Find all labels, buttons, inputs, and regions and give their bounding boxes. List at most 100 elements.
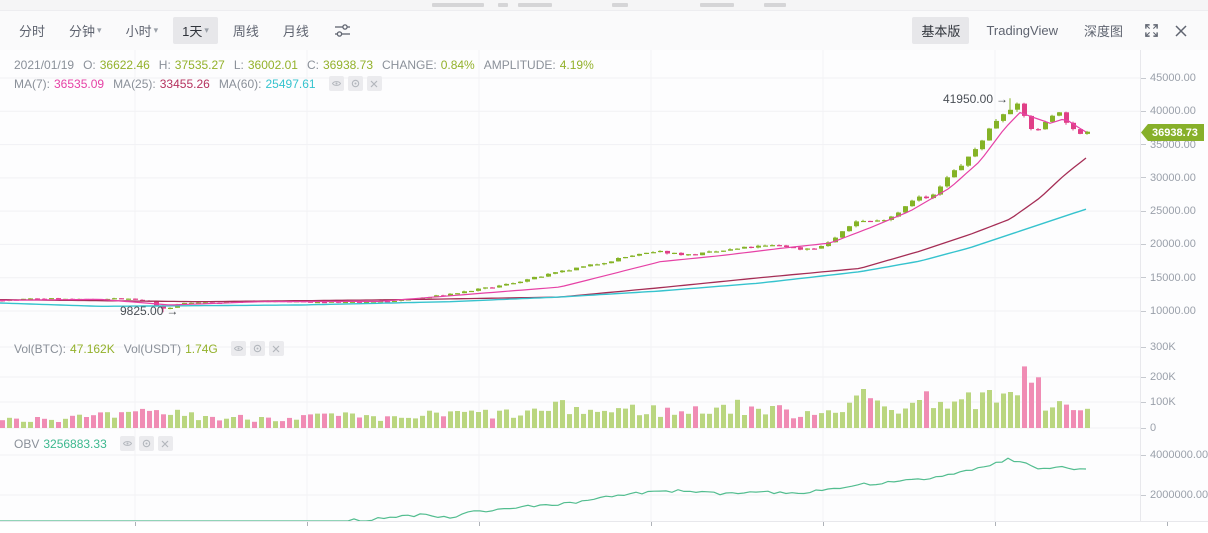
ma60-label: MA(60): — [218, 76, 262, 91]
interval-label: 1天 — [182, 24, 203, 39]
eye-icon — [331, 81, 341, 86]
close-icon — [370, 80, 378, 87]
interval-label: 分时 — [19, 24, 46, 39]
close-value: 36938.73 — [322, 58, 373, 72]
view-tab-depth[interactable]: 深度图 — [1075, 17, 1132, 44]
vol-btc-value: 47.162K — [70, 341, 115, 356]
interval-tab-hours[interactable]: 小时 ▾ — [117, 17, 168, 44]
close-icon — [1175, 24, 1187, 37]
obv-axis-label: 4000000.00 — [1141, 449, 1208, 461]
eye-icon — [122, 441, 132, 446]
clipped-header-text — [518, 3, 552, 7]
obv-legend: OBV 3256883.33 — [14, 436, 173, 451]
obv-remove-button[interactable] — [157, 436, 173, 451]
ma-indicator-controls — [328, 76, 382, 91]
price-axis-label: 10000.00 — [1141, 305, 1196, 317]
chevron-down-icon: ▾ — [153, 25, 159, 35]
arrow-right-icon: → — [166, 304, 179, 318]
ma7-value: 36535.09 — [54, 76, 105, 91]
ma25-value: 33455.26 — [159, 76, 210, 91]
ma-visibility-button[interactable] — [328, 76, 344, 91]
price-axis: 45000.00 40000.00 35000.00 30000.00 25000.00… — [1140, 50, 1208, 522]
volume-axis-label: 0 — [1141, 422, 1156, 434]
low-price-annotation: 9825.00 → — [120, 304, 178, 318]
interval-tab-month[interactable]: 月线 — [274, 17, 318, 44]
ma-settings-button[interactable] — [347, 76, 363, 91]
time-axis-tick — [479, 522, 480, 526]
interval-tab-1day[interactable]: 1天 ▾ — [173, 17, 218, 44]
ma-legend: MA(7): 36535.09 MA(25): 33455.26 MA(60): 25… — [14, 76, 382, 91]
view-label: 基本版 — [921, 24, 961, 39]
change-label: CHANGE: — [382, 58, 437, 72]
clipped-header-text — [764, 3, 786, 7]
interval-tabs: 分时 分钟 ▾ 小时 ▾ 1天 ▾ 周线 月线 — [0, 17, 351, 44]
interval-label: 月线 — [282, 24, 309, 39]
amplitude-value: 4.19% — [559, 58, 594, 72]
vol-btc-label: Vol(BTC): — [14, 341, 67, 356]
volume-axis-label: 200K — [1141, 371, 1176, 383]
volume-settings-button[interactable] — [249, 341, 265, 356]
close-chart-button[interactable] — [1170, 20, 1192, 42]
high-annotation-value: 41950.00 — [942, 92, 993, 106]
gear-icon — [142, 439, 151, 448]
high-label: H: — [158, 58, 171, 72]
chevron-down-icon: ▾ — [97, 25, 102, 35]
obv-visibility-button[interactable] — [119, 436, 135, 451]
vol-usdt-label: Vol(USDT) — [123, 341, 182, 356]
time-axis[interactable] — [0, 521, 1208, 533]
volume-visibility-button[interactable] — [230, 341, 246, 356]
volume-indicator-controls — [230, 341, 284, 356]
view-label: TradingView — [986, 23, 1058, 38]
indicator-settings-button[interactable] — [334, 23, 351, 38]
time-axis-tick — [1167, 522, 1168, 526]
clipped-header-text — [612, 3, 628, 7]
eye-icon — [233, 346, 243, 351]
clipped-top-row — [0, 0, 1208, 11]
expand-icon — [1144, 24, 1158, 37]
price-axis-label: 35000.00 — [1141, 139, 1196, 151]
low-label: L: — [233, 58, 244, 72]
volume-axis-label: 100K — [1141, 396, 1176, 408]
time-axis-tick — [823, 522, 824, 526]
interval-label: 周线 — [232, 24, 259, 39]
gear-icon — [253, 344, 262, 353]
price-axis-label: 25000.00 — [1141, 205, 1196, 217]
ma-remove-button[interactable] — [366, 76, 382, 91]
interval-tab-minutes[interactable]: 分钟 ▾ — [60, 17, 111, 44]
clipped-header-text — [498, 3, 508, 7]
obv-indicator-controls — [119, 436, 173, 451]
view-tab-tradingview[interactable]: TradingView — [977, 19, 1067, 42]
time-axis-tick — [651, 522, 652, 526]
interval-tab-fenshi[interactable]: 分时 — [10, 17, 54, 44]
view-tab-basic[interactable]: 基本版 — [912, 17, 970, 44]
obv-value: 3256883.33 — [43, 436, 107, 451]
ma60-value: 25497.61 — [265, 76, 316, 91]
amplitude-label: AMPLITUDE: — [483, 58, 556, 72]
volume-remove-button[interactable] — [268, 341, 284, 356]
obv-settings-button[interactable] — [138, 436, 154, 451]
chevron-down-icon: ▾ — [204, 25, 209, 35]
clipped-header-text — [700, 3, 734, 7]
obv-label: OBV — [14, 436, 40, 451]
price-axis-label: 20000.00 — [1141, 238, 1196, 250]
close-icon — [272, 345, 280, 352]
close-icon — [161, 440, 169, 447]
change-value: 0.84% — [440, 58, 475, 72]
close-label: C: — [306, 58, 319, 72]
price-axis-label: 15000.00 — [1141, 272, 1196, 284]
sliders-icon — [334, 24, 350, 37]
interval-label: 分钟 — [69, 24, 96, 39]
obv-axis-label: 2000000.00 — [1141, 489, 1208, 501]
view-switcher: 基本版 TradingView 深度图 — [912, 17, 1208, 44]
gear-icon — [351, 79, 359, 88]
chart-canvas[interactable] — [0, 0, 1140, 533]
price-axis-label: 40000.00 — [1141, 105, 1196, 117]
view-label: 深度图 — [1083, 24, 1123, 39]
fullscreen-button[interactable] — [1140, 20, 1162, 42]
open-value: 36622.46 — [99, 58, 150, 72]
time-axis-tick — [135, 522, 136, 526]
interval-label: 小时 — [125, 24, 152, 39]
interval-tab-week[interactable]: 周线 — [224, 17, 268, 44]
time-axis-tick — [995, 522, 996, 526]
time-axis-tick — [307, 522, 308, 526]
